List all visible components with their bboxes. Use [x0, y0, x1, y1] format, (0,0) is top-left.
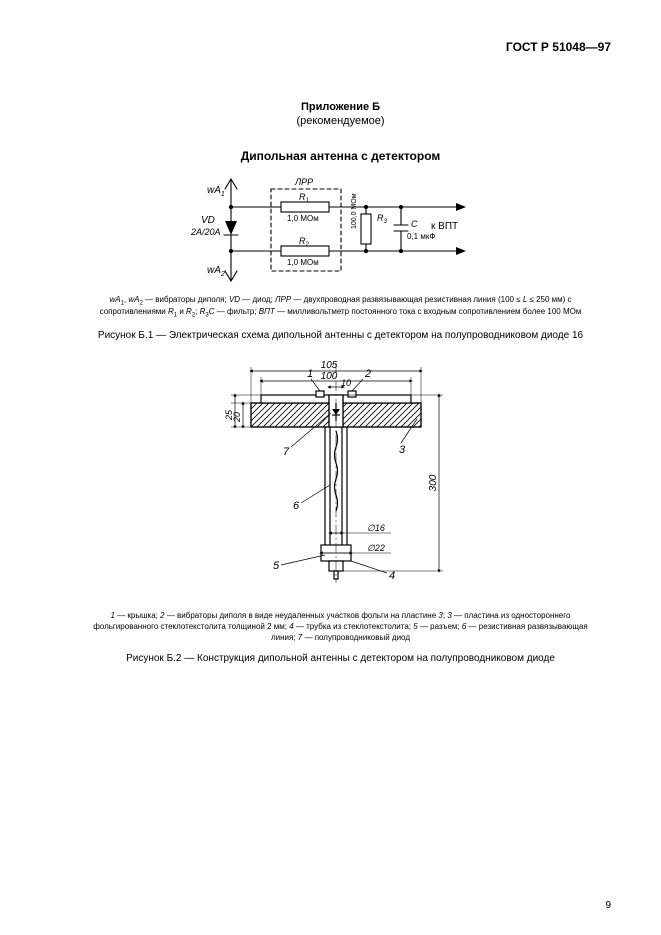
figure-1-caption: Рисунок Б.1 — Электрическая схема диполь… [70, 330, 611, 341]
section-title: Дипольная антенна с детектором [70, 149, 611, 163]
label-r3: R3 [377, 213, 388, 225]
dim-10: 10 [341, 378, 351, 388]
dim-d16: ∅16 [367, 523, 385, 533]
label-vd-rating: 2А/20А [191, 227, 221, 237]
label-c-val: 0,1 мкФ [407, 232, 435, 241]
dim-d22: ∅22 [367, 543, 385, 553]
label-c: C [411, 219, 418, 229]
figure-1: wA1 wA2 VD 2А/20А ЛРР R1 1,0 МОм R2 1,0 … [70, 169, 611, 289]
callout-3: 3 [399, 444, 406, 456]
mechanical-drawing: 105 100 10 25 20 300 ∅16 ∅22 1 2 3 4 5 6… [191, 355, 491, 605]
document-page: ГОСТ Р 51048—97 Приложение Б (рекомендуе… [0, 0, 661, 935]
dim-105: 105 [320, 360, 337, 371]
figure-2-caption: Рисунок Б.2 — Конструкция дипольной анте… [70, 653, 611, 664]
figure-2-legend: 1 — крышка; 2 — вибраторы диполя в виде … [81, 611, 601, 643]
label-wa2: wA2 [207, 265, 225, 278]
appendix-line-1: Приложение Б [301, 101, 380, 113]
label-r2-val: 1,0 МОм [287, 258, 319, 267]
page-number: 9 [605, 900, 611, 911]
callout-7: 7 [283, 446, 290, 458]
label-lpp: ЛРР [294, 177, 313, 187]
dim-20: 20 [232, 412, 242, 423]
label-r1-val: 1,0 МОм [287, 214, 319, 223]
callout-2: 2 [364, 368, 371, 380]
appendix-heading: Приложение Б (рекомендуемое) [70, 100, 611, 129]
standard-number: ГОСТ Р 51048—97 [506, 40, 611, 54]
appendix-line-2: (рекомендуемое) [296, 115, 384, 127]
label-r3-val: 100,0 МОм [351, 193, 358, 229]
label-output: к ВПТ [431, 221, 458, 232]
circuit-schematic: wA1 wA2 VD 2А/20А ЛРР R1 1,0 МОм R2 1,0 … [191, 169, 491, 289]
callout-1: 1 [307, 368, 313, 380]
label-vd: VD [201, 215, 215, 226]
figure-2: 105 100 10 25 20 300 ∅16 ∅22 1 2 3 4 5 6… [70, 355, 611, 605]
callout-6: 6 [293, 500, 300, 512]
callout-5: 5 [273, 560, 280, 572]
dim-300: 300 [428, 474, 439, 491]
label-wa1: wA1 [207, 185, 225, 198]
dim-100: 100 [320, 371, 337, 382]
callout-4: 4 [389, 570, 395, 582]
figure-1-legend: wA1, wA2 — вибраторы диполя; VD — диод; … [81, 295, 601, 320]
